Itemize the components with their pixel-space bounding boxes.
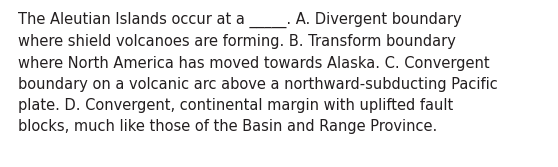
Text: The Aleutian Islands occur at a _____. A. Divergent boundary
where shield volcan: The Aleutian Islands occur at a _____. A… [18, 12, 498, 134]
